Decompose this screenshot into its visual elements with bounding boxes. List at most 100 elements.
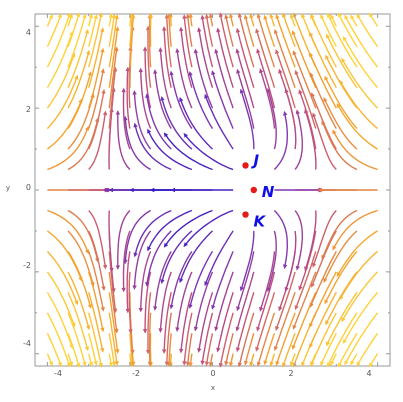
stream-arrowhead: [179, 278, 184, 284]
streamline: [129, 15, 134, 68]
stream-arrowhead: [162, 349, 167, 354]
stream-arrowhead: [259, 68, 264, 74]
streamline: [164, 209, 213, 247]
streamline: [108, 15, 115, 47]
stream-arrowhead: [138, 67, 143, 73]
streamline: [148, 15, 152, 68]
streamline: [215, 271, 234, 330]
streamline: [187, 15, 193, 47]
streamline: [124, 117, 151, 171]
streamline: [147, 292, 152, 353]
streamline: [238, 14, 255, 68]
stream-arrowhead: [200, 14, 205, 20]
streamline: [184, 209, 234, 246]
stream-arrowhead: [309, 52, 314, 58]
streamline: [332, 130, 378, 171]
streamline: [88, 210, 107, 268]
streamline: [46, 250, 78, 304]
stream-arrowhead: [108, 362, 113, 367]
streamline: [126, 251, 131, 312]
stream-arrowhead: [350, 14, 355, 20]
stream-arrowhead: [255, 346, 260, 352]
critical-point-k: [242, 211, 249, 218]
streamline: [46, 230, 82, 280]
streamline: [133, 230, 152, 289]
critical-points: [242, 162, 257, 218]
point-label-j: J: [251, 151, 260, 169]
stream-arrowhead: [153, 306, 158, 311]
stream-arrowhead: [301, 13, 306, 19]
streamline: [67, 230, 94, 286]
stream-arrowhead: [344, 14, 349, 20]
streamline: [194, 271, 214, 330]
stream-arrowhead: [133, 252, 138, 258]
streamline: [339, 250, 379, 299]
streamline: [46, 54, 75, 109]
streamline: [294, 111, 303, 170]
stream-arrowhead: [160, 279, 165, 284]
stream-arrowhead: [266, 287, 271, 292]
streamline: [217, 292, 234, 351]
streamline: [204, 95, 234, 150]
stream-arrowhead: [336, 103, 341, 108]
stream-arrowhead: [114, 328, 119, 334]
axis-ticks: [35, 14, 390, 366]
streamline: [240, 230, 255, 290]
streamline: [163, 27, 172, 88]
streamline: [163, 292, 172, 353]
streamline: [147, 27, 152, 88]
streamline: [298, 90, 317, 150]
streamlines: [46, 12, 379, 368]
stream-arrowhead: [188, 362, 193, 368]
stream-arrowhead: [325, 54, 330, 60]
streamline: [194, 50, 214, 109]
stream-arrowhead: [87, 71, 92, 76]
streamline: [337, 104, 378, 150]
streamline: [180, 28, 193, 88]
stream-arrowhead: [149, 187, 155, 193]
streamline: [293, 51, 317, 109]
streamline: [276, 312, 296, 365]
streamline: [108, 210, 113, 271]
stream-arrowhead: [86, 49, 91, 55]
stream-arrowhead: [282, 12, 287, 18]
stream-arrowhead: [197, 27, 202, 32]
streamline: [46, 14, 62, 48]
streamline: [161, 230, 193, 283]
streamline: [147, 130, 193, 171]
stream-arrowhead: [324, 75, 329, 81]
stream-arrowhead: [183, 242, 188, 248]
stream-arrowhead: [327, 362, 331, 368]
stream-arrowhead: [100, 27, 105, 32]
stream-arrowhead: [235, 27, 241, 33]
stream-arrowhead: [125, 66, 130, 72]
streamline: [46, 32, 73, 89]
stream-arrowhead: [102, 264, 108, 270]
streamline: [179, 98, 213, 150]
streamline: [88, 251, 104, 310]
stream-arrowhead: [179, 26, 184, 32]
stream-arrowhead: [86, 325, 91, 331]
stream-arrowhead: [57, 361, 62, 367]
streamline: [146, 230, 172, 285]
stream-arrowhead: [138, 307, 143, 313]
streamline: [67, 271, 90, 329]
streamline: [67, 251, 92, 308]
stream-arrowhead: [48, 13, 53, 19]
streamline: [134, 209, 172, 256]
stream-arrowhead: [168, 12, 173, 18]
stream-arrowhead: [109, 267, 114, 273]
streamline: [46, 291, 73, 348]
y-tick-label: 2: [26, 105, 31, 114]
streamline: [236, 251, 255, 310]
stream-arrowhead: [289, 13, 294, 19]
streamline: [183, 16, 193, 68]
stream-arrowhead: [312, 262, 317, 268]
stream-arrowhead: [341, 317, 346, 323]
stream-arrowhead: [163, 242, 169, 248]
stream-arrowhead: [323, 278, 328, 283]
stream-arrowhead: [332, 245, 337, 251]
stream-arrowhead: [237, 12, 242, 18]
stream-arrowhead: [204, 13, 210, 19]
streamline: [159, 271, 172, 331]
